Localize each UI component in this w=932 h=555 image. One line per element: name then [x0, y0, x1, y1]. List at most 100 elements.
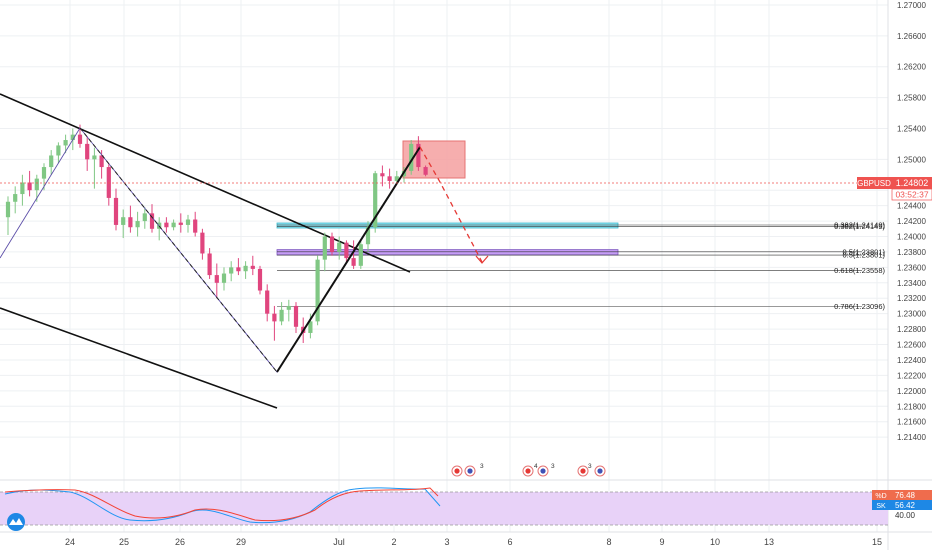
price-tick-label: 1.21600	[897, 418, 926, 427]
candle	[322, 232, 327, 272]
event-flag-icon[interactable]	[522, 465, 534, 477]
candle	[135, 211, 140, 237]
candle	[236, 258, 241, 276]
candle-body	[229, 267, 234, 274]
candle-body	[365, 227, 371, 245]
candle-body	[207, 253, 212, 276]
candle	[387, 168, 392, 189]
candle	[63, 134, 68, 154]
candle-body	[351, 258, 356, 266]
candle-body	[380, 173, 385, 177]
event-flag-icon[interactable]	[577, 465, 589, 477]
candle	[416, 136, 421, 171]
pattern-lines[interactable]	[0, 127, 489, 373]
event-count: 3	[480, 463, 484, 470]
time-tick-label: 8	[606, 537, 611, 547]
projection-arrow-icon	[475, 255, 489, 264]
candle	[365, 221, 371, 252]
fib-382-zone[interactable]	[276, 222, 619, 229]
candles	[5, 124, 428, 343]
candle-body	[128, 217, 133, 228]
candle-body	[106, 167, 111, 198]
candle-body	[121, 217, 126, 225]
candle	[272, 305, 277, 341]
price-tick-label: 1.22000	[897, 387, 926, 396]
candle-body	[250, 265, 255, 269]
candle-body	[63, 140, 68, 146]
candle-body	[344, 242, 349, 259]
price-tick-label: 1.22600	[897, 341, 926, 350]
candle-body	[135, 221, 140, 228]
candle	[92, 147, 97, 189]
candle	[423, 165, 428, 177]
candle	[106, 163, 111, 206]
rsi-k-value: 76.48	[895, 491, 916, 500]
event-count: 3	[551, 463, 555, 470]
candle-body	[358, 244, 363, 266]
event-flag-icon[interactable]	[537, 465, 549, 477]
price-tick-label: 1.26200	[897, 63, 926, 72]
fib-50-zone[interactable]	[276, 249, 619, 256]
candle-body	[200, 232, 205, 254]
candle	[164, 217, 169, 233]
time-tick-label: 26	[175, 537, 185, 547]
candle-body	[49, 155, 54, 168]
candle	[85, 136, 90, 171]
price-axis[interactable]: 1.27000 1.26600 1.26200 1.25800 1.25400 1.250…	[887, 0, 926, 550]
candle	[185, 214, 191, 233]
time-tick-label: 24	[65, 537, 75, 547]
candle	[200, 228, 205, 260]
candle	[142, 207, 147, 229]
candle-body	[27, 182, 32, 191]
price-tick-label: 1.22200	[897, 371, 926, 380]
candle	[286, 299, 291, 322]
candle-body	[142, 213, 147, 222]
channel-lower-line[interactable]	[0, 307, 278, 409]
candle	[128, 205, 133, 233]
rsi-d-line	[4, 487, 439, 522]
time-tick-label: 10	[710, 537, 720, 547]
time-tick-label: 29	[236, 537, 246, 547]
symbol-tag: GBPUSD	[857, 179, 891, 188]
impulse-line[interactable]	[276, 146, 421, 373]
projection-path[interactable]	[419, 146, 483, 263]
price-tick-label: 1.26600	[897, 32, 926, 41]
candle-body	[221, 273, 227, 283]
candle	[329, 232, 335, 256]
price-tick-label: 1.21800	[897, 402, 926, 411]
time-tick-label: 3	[444, 537, 449, 547]
candle-body	[308, 321, 313, 333]
price-tick-label: 1.25000	[897, 155, 926, 164]
candle-body	[70, 134, 75, 141]
candle	[344, 240, 349, 264]
candle	[337, 236, 342, 260]
candle-body	[315, 259, 320, 322]
candle-body	[41, 167, 47, 179]
candle-body	[337, 242, 342, 252]
candle-body	[272, 313, 277, 322]
current-price-label: 1.24802	[896, 178, 929, 188]
event-flag-icon[interactable]	[464, 465, 476, 477]
economic-events[interactable]: 3 4 3 3	[451, 463, 606, 477]
candle-body	[243, 265, 248, 272]
event-count: 4	[534, 463, 538, 470]
candle	[56, 142, 61, 164]
candle-body	[214, 275, 219, 283]
fib-level-label: 0.382(1.24149)	[834, 221, 885, 230]
candle-body	[279, 309, 284, 322]
candle-body	[409, 143, 414, 171]
grid	[0, 0, 888, 532]
fib-level-label: 0.382(1.24149)	[834, 222, 885, 231]
time-axis[interactable]: 24 25 26 29 Jul 2 3 6 8 9 10 13 15	[65, 537, 882, 547]
event-flag-icon[interactable]	[594, 465, 606, 477]
candle-body	[92, 155, 97, 160]
candle-body	[322, 236, 327, 260]
candle	[221, 267, 227, 291]
candle-body	[293, 305, 299, 327]
candle	[49, 150, 54, 175]
current-price-tag: GBPUSD 1.24802 03:52:37	[857, 177, 932, 201]
event-flag-icon[interactable]	[451, 465, 463, 477]
candle-body	[20, 182, 25, 195]
